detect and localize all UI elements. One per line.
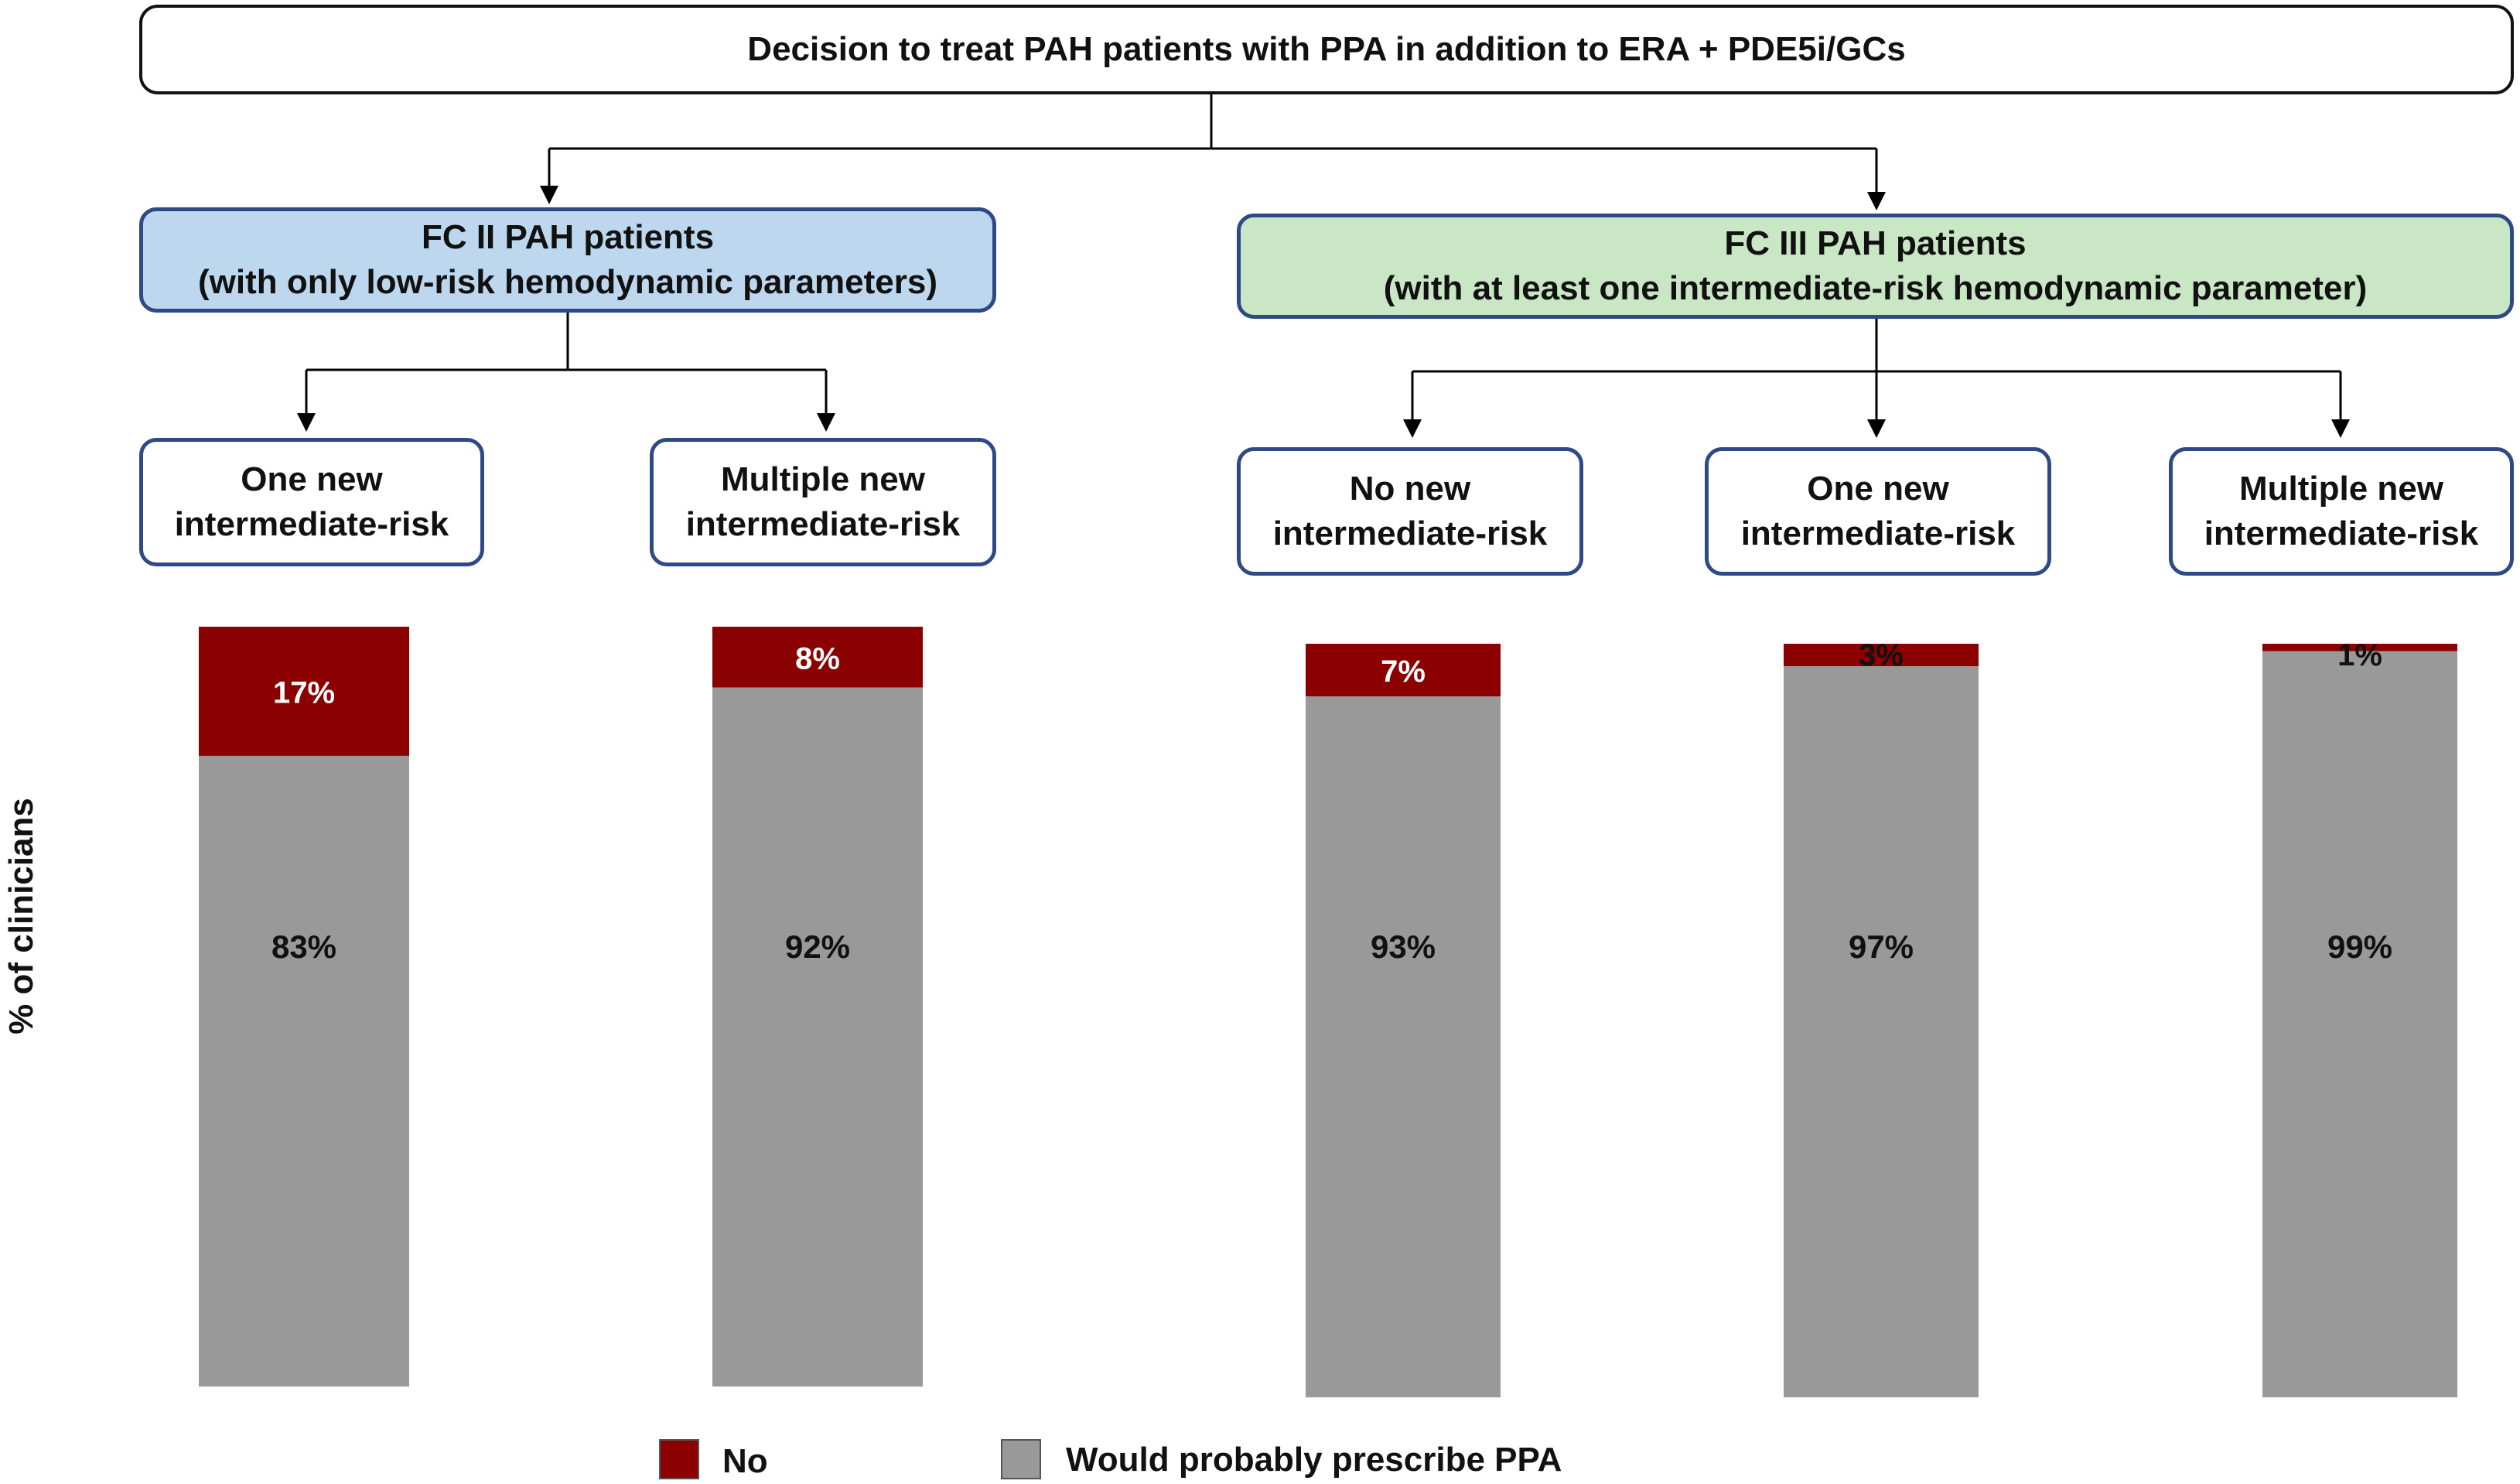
subgroup-box-5: Multiple new intermediate-risk [2169, 447, 2514, 576]
bar-no-2 [712, 627, 923, 688]
bar-no-label-1: 17% [273, 675, 335, 710]
bar-ppa-5 [2262, 651, 2457, 1397]
bar-no-3 [1306, 644, 1501, 697]
legend-ppa-label: Would probably prescribe PPA [1066, 1441, 1562, 1479]
bar-no-label-5: 1% [2337, 638, 2382, 672]
fc2-group-box: FC II PAH patients (with only low-risk h… [139, 207, 996, 313]
subgroup-box-4: One new intermediate-risk [1705, 447, 2051, 576]
arrowhead-sub-1 [297, 413, 316, 432]
bar-no-label-4: 3% [1859, 638, 1904, 672]
legend-no-label: No [722, 1442, 768, 1480]
subgroup-label-2: Multiple new intermediate-risk [685, 460, 961, 543]
bar-ppa-label-5: 99% [2327, 928, 2392, 965]
subgroup-box-1: One new intermediate-risk [139, 438, 484, 566]
bar-no-4 [1784, 644, 1979, 667]
subgroup-box-3: No new intermediate-risk [1237, 447, 1583, 576]
fc2-group-label: FC II PAH patients (with only low-risk h… [197, 217, 937, 301]
arrowhead-fc3 [1867, 192, 1886, 210]
subgroup-box-2: Multiple new intermediate-risk [650, 438, 996, 566]
arrowhead-fc2 [540, 186, 558, 204]
bar-ppa-2 [712, 687, 923, 1387]
subgroup-label-3: No new intermediate-risk [1272, 469, 1548, 552]
bar-ppa-label-4: 97% [1849, 928, 1914, 965]
arrowhead-sub-2 [817, 413, 835, 432]
bar-no-5 [2262, 644, 2457, 651]
subgroup-label-5: Multiple new intermediate-risk [2204, 469, 2479, 552]
bar-no-label-3: 7% [1381, 655, 1426, 689]
arrowhead-sub-5 [2331, 419, 2350, 438]
bar-ppa-label-2: 92% [785, 928, 850, 965]
bar-ppa-1 [199, 755, 409, 1387]
legend-ppa-swatch [1001, 1439, 1041, 1479]
decision-title: Decision to treat PAH patients with PPA … [747, 29, 1906, 68]
bar-no-label-2: 8% [795, 641, 840, 675]
bar-ppa-label-3: 93% [1371, 928, 1436, 965]
legend-no-swatch [659, 1439, 699, 1479]
arrowhead-sub-4 [1867, 419, 1886, 438]
bar-ppa-label-1: 83% [271, 928, 336, 965]
bar-no-1 [199, 627, 409, 756]
bar-ppa-4 [1784, 666, 1979, 1397]
fc3-group-label: FC III PAH patients (with at least one i… [1383, 224, 2368, 307]
arrowhead-sub-3 [1403, 419, 1422, 438]
bar-ppa-3 [1306, 696, 1501, 1397]
subgroup-label-1: One new intermediate-risk [174, 460, 449, 543]
decision-title-box: Decision to treat PAH patients with PPA … [139, 5, 2514, 94]
fc3-group-box: FC III PAH patients (with at least one i… [1237, 214, 2514, 319]
subgroup-label-4: One new intermediate-risk [1740, 469, 2016, 552]
